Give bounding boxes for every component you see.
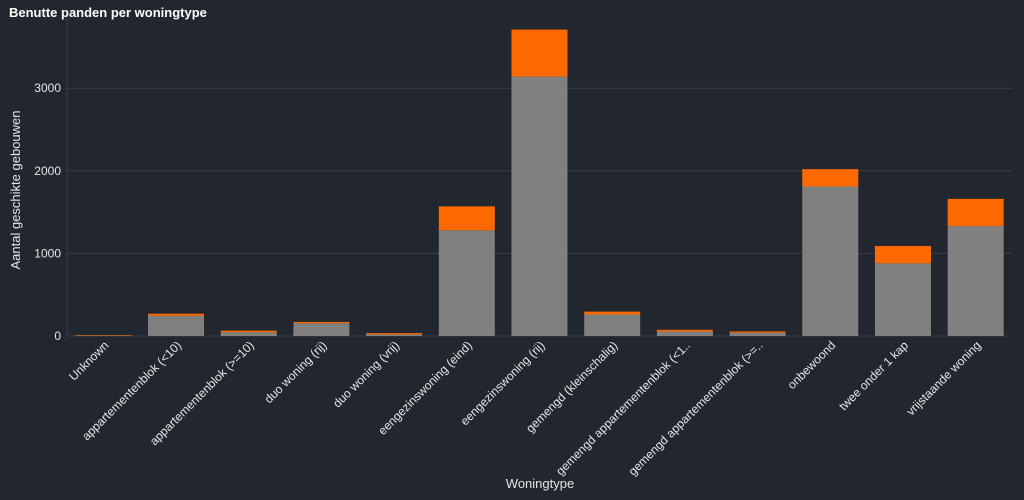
bar-segment-0-6 bbox=[511, 76, 568, 336]
x-tick-label: vrijstaande woning bbox=[904, 338, 984, 418]
chart-title: Benutte panden per woningtype bbox=[9, 5, 207, 20]
y-tick-label: 2000 bbox=[34, 164, 61, 178]
bar-segment-1-9 bbox=[729, 331, 786, 333]
bar-segment-0-2 bbox=[220, 332, 277, 336]
bar-segment-1-10 bbox=[802, 169, 859, 187]
bar-segment-0-12 bbox=[947, 226, 1004, 336]
x-tick-label: gemengd appartementenblok (<1.. bbox=[553, 338, 693, 478]
x-tick-label: twee onder 1 kap bbox=[836, 338, 911, 413]
y-tick-label: 0 bbox=[54, 329, 61, 343]
bar-segment-1-12 bbox=[947, 198, 1004, 227]
bar-segment-0-9 bbox=[729, 332, 786, 336]
bar-segment-0-7 bbox=[584, 314, 641, 336]
bar-segment-1-5 bbox=[438, 206, 495, 231]
bar-segment-0-8 bbox=[656, 331, 713, 336]
bar-segment-1-8 bbox=[656, 329, 713, 332]
x-tick-label: gemengd appartementenblok (>=.. bbox=[626, 338, 766, 478]
x-tick-label: duo woning (vrij) bbox=[330, 338, 402, 410]
bar-segment-1-1 bbox=[148, 313, 205, 316]
bar-segment-0-4 bbox=[366, 334, 423, 336]
bar-segment-0-11 bbox=[874, 263, 931, 336]
bar-segment-1-6 bbox=[511, 29, 568, 77]
bar-segment-0-3 bbox=[293, 323, 350, 336]
bar-segment-1-7 bbox=[584, 311, 641, 315]
bar-segment-0-10 bbox=[802, 186, 859, 336]
y-tick-label: 3000 bbox=[34, 81, 61, 95]
y-axis: 0 1000 2000 3000 bbox=[34, 18, 68, 343]
bar-segment-1-4 bbox=[366, 333, 423, 335]
bar-segment-0-5 bbox=[438, 230, 495, 336]
bar-segment-1-3 bbox=[293, 321, 350, 324]
x-axis-label: Woningtype bbox=[506, 476, 574, 491]
bar-segment-1-11 bbox=[874, 245, 931, 264]
x-tick-label: Unknown bbox=[66, 338, 111, 383]
y-axis-label: Aantal geschikte gebouwen bbox=[8, 110, 23, 269]
bar-segment-1-2 bbox=[220, 330, 277, 333]
bar-segment-0-1 bbox=[148, 315, 205, 336]
x-tick-label: onbewoond bbox=[785, 338, 839, 392]
x-tick-label: duo woning (rij) bbox=[262, 338, 330, 406]
y-tick-label: 1000 bbox=[34, 246, 61, 260]
bars bbox=[75, 29, 1004, 336]
